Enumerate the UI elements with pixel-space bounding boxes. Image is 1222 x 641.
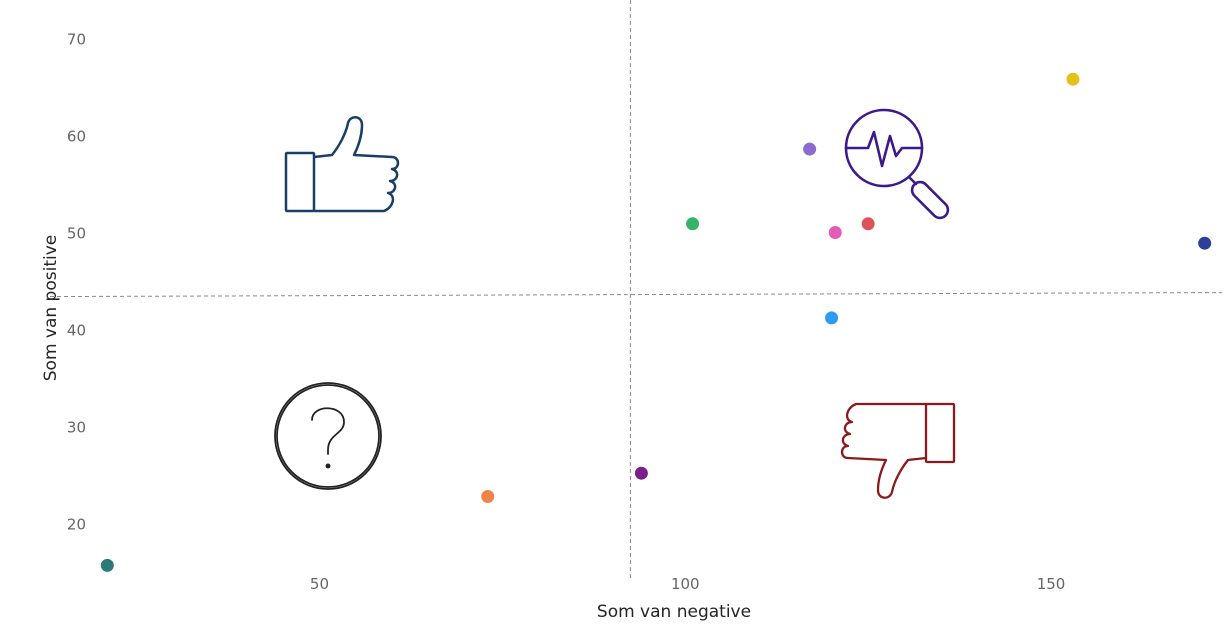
data-point-7[interactable]	[825, 311, 839, 325]
y-tick-label: 70	[67, 30, 86, 48]
question-mark-icon	[274, 382, 382, 490]
x-tick-label: 150	[1037, 575, 1066, 593]
data-point-5[interactable]	[803, 142, 817, 156]
y-axis-title: Som van positive	[41, 235, 61, 382]
analytics-magnifier-icon	[844, 108, 950, 220]
x-tick-label: 50	[310, 575, 329, 593]
reference-line-horizontal	[49, 292, 1222, 298]
data-point-8[interactable]	[861, 217, 875, 231]
data-point-10[interactable]	[1198, 236, 1212, 250]
data-point-6[interactable]	[828, 226, 842, 240]
data-point-4[interactable]	[686, 217, 700, 231]
x-axis-title: Som van negative	[597, 602, 751, 622]
y-axis-ticks: 20 30 40 50 60 70	[67, 30, 86, 533]
thumbs-up-icon	[284, 116, 400, 213]
x-tick-label: 100	[671, 575, 700, 593]
reference-lines	[49, 0, 1222, 578]
y-tick-label: 60	[67, 127, 86, 145]
data-point-2[interactable]	[481, 489, 495, 503]
data-points	[100, 72, 1212, 572]
thumbs-down-icon	[840, 402, 956, 499]
data-point-3[interactable]	[634, 466, 648, 480]
y-tick-label: 30	[67, 419, 86, 437]
x-axis-ticks: 50 100 150	[310, 575, 1065, 593]
data-point-9[interactable]	[1066, 72, 1080, 86]
data-point-1[interactable]	[100, 558, 114, 572]
y-tick-label: 20	[67, 516, 86, 534]
y-tick-label: 50	[67, 224, 86, 242]
y-tick-label: 40	[67, 322, 86, 340]
